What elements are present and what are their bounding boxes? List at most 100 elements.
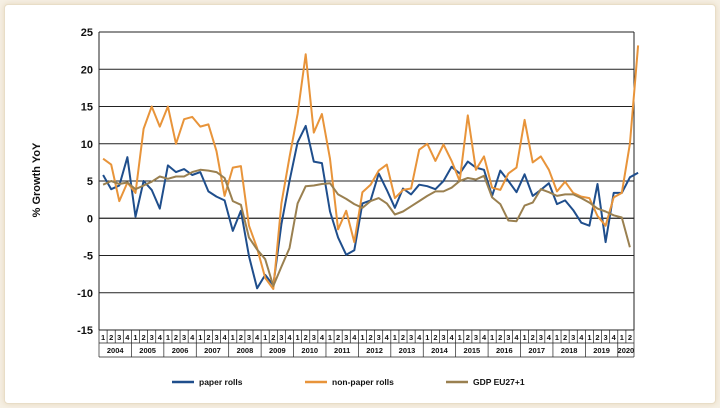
year-tick-label: 2016 — [496, 346, 513, 355]
quarter-tick-label: 3 — [539, 333, 543, 342]
quarter-tick-label: 1 — [328, 333, 332, 342]
year-tick-label: 2019 — [593, 346, 610, 355]
quarter-tick-label: 2 — [563, 333, 567, 342]
quarter-tick-label: 1 — [425, 333, 429, 342]
y-axis-label: % Growth YoY — [31, 142, 43, 217]
series-line-non-paper-rolls — [102, 45, 640, 290]
quarter-tick-label: 1 — [166, 333, 170, 342]
series-lines — [102, 45, 640, 290]
quarter-tick-label: 2 — [531, 333, 535, 342]
quarter-tick-label: 1 — [620, 333, 624, 342]
quarter-tick-label: 4 — [158, 333, 163, 342]
quarter-tick-label: 2 — [271, 333, 275, 342]
quarter-tick-label: 4 — [190, 333, 195, 342]
year-tick-label: 2009 — [269, 346, 286, 355]
y-tick-label: -15 — [77, 325, 93, 337]
quarter-tick-label: 1 — [393, 333, 397, 342]
quarter-tick-label: 4 — [482, 333, 487, 342]
quarter-tick-label: 2 — [206, 333, 210, 342]
quarter-tick-label: 2 — [141, 333, 145, 342]
quarter-tick-label: 4 — [287, 333, 292, 342]
quarter-tick-label: 2 — [498, 333, 502, 342]
year-tick-label: 2014 — [431, 346, 449, 355]
quarter-tick-label: 3 — [182, 333, 186, 342]
quarter-tick-label: 4 — [547, 333, 552, 342]
legend: paper rolls non-paper rolls GDP EU27+1 — [172, 377, 525, 387]
quarter-tick-label: 4 — [385, 333, 390, 342]
quarter-tick-label: 1 — [587, 333, 591, 342]
quarter-tick-label: 3 — [571, 333, 575, 342]
quarter-tick-label: 2 — [239, 333, 243, 342]
quarter-tick-label: 1 — [296, 333, 300, 342]
axes — [98, 32, 635, 358]
quarter-tick-label: 1 — [133, 333, 137, 342]
quarter-tick-label: 2 — [304, 333, 308, 342]
quarter-tick-label: 3 — [409, 333, 413, 342]
quarter-tick-label: 1 — [101, 333, 105, 342]
quarter-tick-label: 1 — [198, 333, 202, 342]
quarter-tick-label: 1 — [231, 333, 235, 342]
quarter-tick-label: 2 — [401, 333, 405, 342]
year-tick-label: 2006 — [172, 346, 189, 355]
quarter-tick-label: 3 — [279, 333, 283, 342]
quarter-tick-label: 1 — [263, 333, 267, 342]
year-tick-label: 2005 — [139, 346, 156, 355]
quarter-tick-label: 2 — [628, 333, 632, 342]
quarter-tick-label: 1 — [522, 333, 526, 342]
quarter-tick-label: 4 — [514, 333, 519, 342]
quarter-tick-label: 2 — [368, 333, 372, 342]
series-line-paper-rolls — [102, 124, 639, 290]
legend-label: non-paper rolls — [332, 377, 394, 387]
quarter-tick-label: 2 — [466, 333, 470, 342]
quarter-tick-label: 4 — [417, 333, 422, 342]
y-tick-label: 15 — [81, 102, 93, 114]
y-tick-label: 5 — [87, 176, 93, 188]
y-tick-label: 25 — [81, 27, 93, 39]
year-tick-label: 2010 — [301, 346, 318, 355]
legend-label: paper rolls — [199, 377, 243, 387]
series-line-gdp-eu27-1 — [102, 168, 631, 287]
quarter-tick-label: 3 — [247, 333, 251, 342]
year-tick-label: 2012 — [366, 346, 383, 355]
quarter-tick-label: 2 — [336, 333, 340, 342]
year-tick-label: 2018 — [561, 346, 578, 355]
year-tick-label: 2020 — [618, 346, 635, 355]
year-tick-label: 2017 — [528, 346, 545, 355]
year-tick-label: 2013 — [399, 346, 416, 355]
quarter-tick-label: 3 — [150, 333, 154, 342]
y-tick-label: 10 — [81, 139, 93, 151]
quarter-tick-label: 3 — [344, 333, 348, 342]
quarter-tick-label: 4 — [612, 333, 617, 342]
year-tick-label: 2015 — [464, 346, 481, 355]
legend-label: GDP EU27+1 — [473, 377, 525, 387]
quarter-tick-label: 4 — [320, 333, 325, 342]
y-tick-label: 20 — [81, 64, 93, 76]
quarter-tick-label: 4 — [450, 333, 455, 342]
quarter-tick-label: 4 — [352, 333, 357, 342]
quarter-tick-label: 2 — [595, 333, 599, 342]
quarter-tick-label: 3 — [506, 333, 510, 342]
y-tick-label: -5 — [83, 251, 93, 263]
quarter-tick-label: 1 — [490, 333, 494, 342]
year-tick-label: 2008 — [237, 346, 254, 355]
quarter-tick-label: 3 — [312, 333, 316, 342]
year-tick-label: 2011 — [334, 346, 350, 355]
quarter-tick-label: 2 — [433, 333, 437, 342]
quarter-tick-label: 3 — [117, 333, 121, 342]
quarter-tick-label: 4 — [255, 333, 260, 342]
quarter-tick-label: 3 — [441, 333, 445, 342]
quarter-tick-label: 3 — [377, 333, 381, 342]
quarter-tick-label: 1 — [458, 333, 462, 342]
year-tick-label: 2004 — [107, 346, 125, 355]
y-tick-label: -10 — [77, 288, 93, 300]
y-tick-label: 0 — [87, 213, 93, 225]
quarter-tick-label: 1 — [555, 333, 559, 342]
quarter-tick-label: 4 — [579, 333, 584, 342]
quarter-tick-label: 2 — [174, 333, 178, 342]
quarter-tick-label: 1 — [360, 333, 364, 342]
quarter-tick-label: 2 — [109, 333, 113, 342]
quarter-tick-label: 4 — [125, 333, 130, 342]
quarter-tick-label: 3 — [604, 333, 608, 342]
